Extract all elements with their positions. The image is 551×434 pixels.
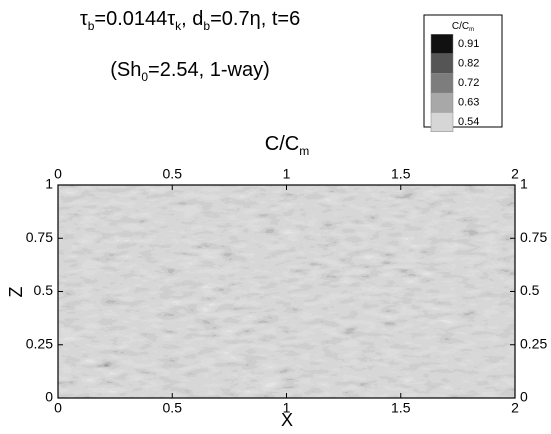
y-tick-label: 0.5 — [34, 282, 54, 298]
colorbar-swatch — [430, 112, 454, 132]
x-tick-label: 1.5 — [391, 400, 411, 416]
text-part: 0 — [141, 70, 148, 84]
colorbar-label: 0.63 — [458, 96, 479, 108]
text-part: m — [299, 144, 309, 158]
text-part: =0.7η, t=6 — [210, 8, 300, 30]
concentration-field — [58, 185, 515, 398]
y-tick-label-right: 1 — [520, 176, 528, 192]
x-tick-label-top: 0 — [54, 166, 62, 182]
y-tick-label: 0.75 — [26, 229, 53, 245]
x-tick-label-top: 1.5 — [391, 166, 411, 182]
text-part: =0.0144τ — [94, 8, 175, 30]
chart-title: τb=0.0144τk, db=0.7η, t=6 — [80, 8, 300, 33]
y-tick-label-right: 0 — [520, 389, 528, 405]
x-tick-label-top: 2 — [511, 166, 519, 182]
y-tick-label: 1 — [45, 176, 53, 192]
text-part: b — [203, 19, 210, 33]
colorbar-label: 0.82 — [458, 57, 479, 69]
plot-title: C/Cm — [265, 133, 309, 158]
y-tick-label-right: 0.5 — [520, 282, 540, 298]
text-part: =2.54, 1-way) — [148, 59, 270, 81]
y-tick-label: 0 — [45, 389, 53, 405]
colorbar-title: C/Cm — [452, 21, 474, 33]
y-tick-label-right: 0.75 — [520, 229, 547, 245]
colorbar-swatch — [430, 73, 454, 93]
x-tick-label-top: 0.5 — [163, 166, 183, 182]
colorbar-label: 0.72 — [458, 77, 479, 89]
text-part: b — [88, 19, 95, 33]
text-part: C/C — [265, 133, 299, 155]
colorbar-swatch — [430, 92, 454, 113]
colorbar-label: 0.91 — [458, 38, 479, 50]
colorbar-swatch — [430, 34, 454, 54]
text-part: m — [469, 27, 474, 33]
colorbar-label: 0.54 — [458, 116, 479, 128]
y-tick-label-right: 0.25 — [520, 335, 547, 351]
text-part: k — [175, 19, 182, 33]
x-tick-label: 0 — [54, 400, 62, 416]
x-tick-label: 1 — [283, 400, 291, 416]
y-tick-label: 0.25 — [26, 335, 53, 351]
x-axis-label: X — [281, 410, 293, 430]
x-tick-label-top: 1 — [283, 166, 291, 182]
x-tick-label: 2 — [511, 400, 519, 416]
colorbar-swatch — [430, 53, 454, 74]
y-axis-label: Z — [6, 287, 26, 298]
x-tick-label: 0.5 — [163, 400, 183, 416]
chart-subtitle: (Sh0=2.54, 1-way) — [110, 59, 270, 84]
text-part: (Sh — [110, 59, 141, 81]
text-part: , d — [181, 8, 203, 30]
text-part: C/C — [452, 21, 469, 32]
text-part: τ — [80, 8, 88, 30]
